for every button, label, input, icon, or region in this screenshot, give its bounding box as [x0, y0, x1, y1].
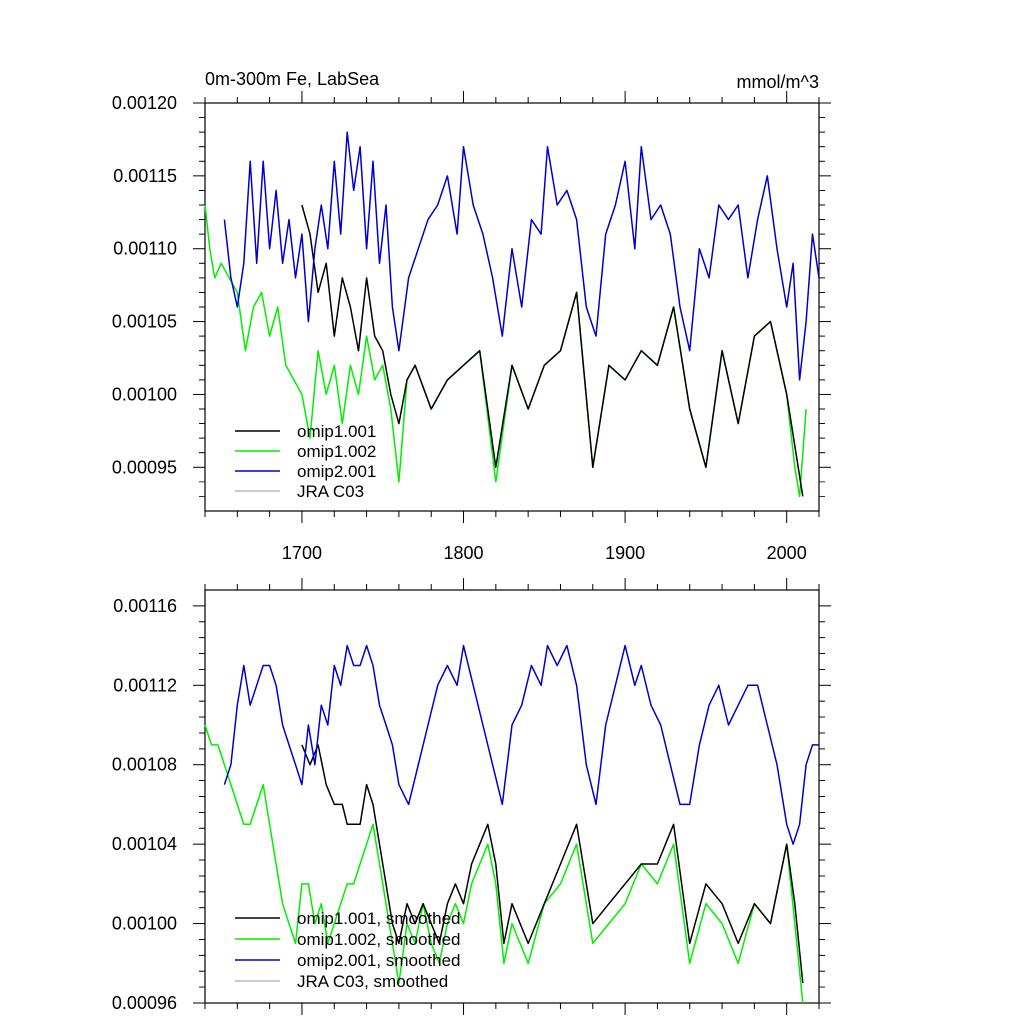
bottom-legend-label-4: JRA C03, smoothed — [297, 972, 448, 991]
top-chart-units: mmol/m^3 — [737, 72, 819, 92]
bottom-series-omip1-001-smoothed — [301, 744, 804, 984]
bottom-legend-label-2: omip1.002, smoothed — [297, 930, 461, 949]
top-y-tick-label: 0.00100 — [112, 384, 177, 404]
bottom-panel: 0.00096 0.00100 0.00104 0.00108 0.00112 0.001… — [112, 578, 831, 1015]
top-series-omip1-001 — [301, 204, 804, 497]
top-x-tick-label: 1900 — [605, 543, 645, 563]
top-x-tick-label: 1700 — [282, 543, 322, 563]
top-y-tick-label: 0.00120 — [112, 93, 177, 113]
bottom-legend: omip1.001, smoothed omip1.002, smoothed … — [235, 909, 461, 991]
top-y-tick-label: 0.00110 — [113, 239, 177, 259]
bottom-y-tick-label: 0.00116 — [113, 596, 177, 616]
top-chart-title: 0m-300m Fe, LabSea — [205, 69, 380, 89]
bottom-legend-label-3: omip2.001, smoothed — [297, 951, 461, 970]
bottom-y-tick-label: 0.00112 — [113, 675, 177, 695]
bottom-y-tick-label: 0.00104 — [112, 834, 177, 854]
top-legend-label-3: omip2.001 — [297, 462, 376, 481]
top-y-tick-label: 0.00105 — [112, 312, 177, 332]
bottom-series-omip1-002-smoothed — [204, 724, 804, 1004]
bottom-series-omip2-001-smoothed — [223, 644, 819, 845]
bottom-y-tick-label: 0.00108 — [112, 755, 177, 775]
bottom-series-lines — [204, 644, 819, 1004]
top-y-tick-label: 0.00115 — [113, 166, 177, 186]
top-x-tick-label: 2000 — [767, 543, 807, 563]
bottom-axis-ticks: 0.00096 0.00100 0.00104 0.00108 0.00112 0.001… — [112, 578, 831, 1015]
top-x-tick-label: 1800 — [444, 543, 484, 563]
top-series-omip2-001 — [223, 131, 820, 381]
bottom-legend-label-1: omip1.001, smoothed — [297, 909, 461, 928]
top-legend-label-4: JRA C03 — [297, 482, 364, 501]
top-series-omip1-002 — [204, 204, 807, 498]
bottom-y-tick-label: 0.00100 — [112, 914, 177, 934]
top-y-tick-label: 0.00095 — [112, 457, 177, 477]
top-axis-ticks: 1700 1800 1900 2000 0.00095 0.00100 0.00105 0.0… — [112, 91, 831, 563]
top-panel: 0m-300m Fe, LabSea mmol/m^3 1700 1800 1900… — [112, 69, 831, 563]
top-series-lines — [204, 131, 820, 498]
bottom-y-tick-label: 0.00096 — [112, 993, 177, 1013]
top-legend: omip1.001 omip1.002 omip2.001 JRA C03 — [235, 422, 376, 501]
top-legend-label-1: omip1.001 — [297, 422, 376, 441]
top-legend-label-2: omip1.002 — [297, 442, 376, 461]
